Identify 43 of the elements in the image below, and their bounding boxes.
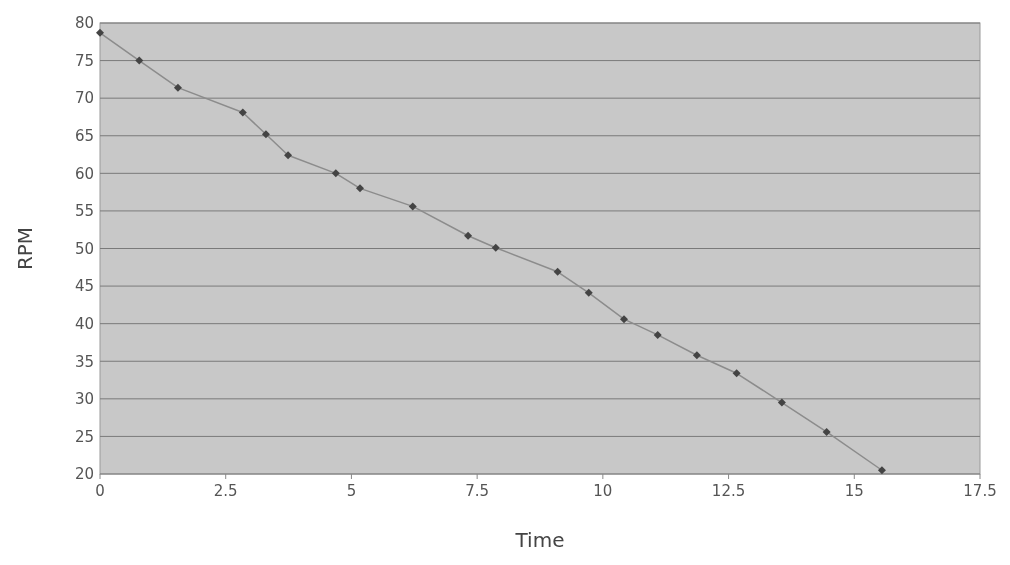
y-tick-label: 25 xyxy=(74,427,94,446)
y-tick-label: 80 xyxy=(74,14,94,33)
point xyxy=(261,130,270,139)
x-tick-label: 0 xyxy=(95,482,105,500)
point xyxy=(96,28,104,37)
x-tick-label: 10 xyxy=(593,482,613,500)
point xyxy=(584,288,593,297)
point xyxy=(284,151,293,160)
point xyxy=(692,351,701,360)
point xyxy=(822,427,831,436)
x-tick-label: 2.5 xyxy=(213,482,238,500)
point xyxy=(331,169,340,178)
y-tick-label: 35 xyxy=(74,352,94,371)
point xyxy=(355,184,364,193)
y-tick-label: 40 xyxy=(74,314,94,333)
y-tick-label: 50 xyxy=(74,239,94,258)
point xyxy=(173,83,182,92)
point xyxy=(491,243,500,252)
y-tick-label: 75 xyxy=(74,51,94,70)
point xyxy=(777,398,786,407)
x-axis-title: Time xyxy=(514,528,565,552)
point xyxy=(619,315,628,324)
x-tick-label: 17.5 xyxy=(963,482,997,500)
x-tick-label: 15 xyxy=(844,482,864,500)
point xyxy=(238,108,247,117)
point xyxy=(877,466,886,475)
point xyxy=(135,56,144,65)
point xyxy=(408,202,417,211)
y-tick-label: 30 xyxy=(74,390,94,409)
y-tick-label: 20 xyxy=(74,465,94,484)
y-tick-label: 60 xyxy=(74,164,94,183)
y-axis-title: RPM xyxy=(13,226,37,271)
point xyxy=(732,369,741,378)
x-tick-label: 7.5 xyxy=(465,482,490,500)
x-tick-label: 5 xyxy=(346,482,357,500)
y-tick-label: 55 xyxy=(74,202,94,221)
x-tick-label: 12.5 xyxy=(711,482,746,500)
y-tick-label: 70 xyxy=(74,89,94,108)
point xyxy=(653,330,662,339)
point xyxy=(464,231,473,240)
point xyxy=(553,267,562,276)
y-tick-label: 65 xyxy=(74,127,94,145)
y-tick-label: 45 xyxy=(74,277,94,296)
